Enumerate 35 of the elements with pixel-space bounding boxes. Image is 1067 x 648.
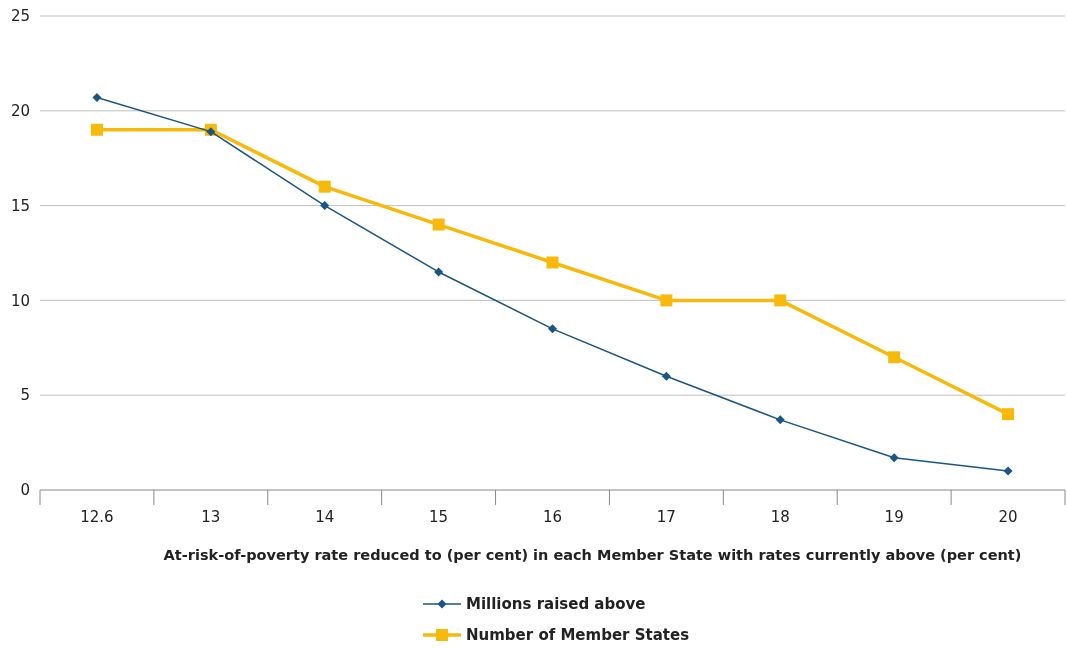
point xyxy=(774,294,787,307)
point xyxy=(434,267,444,277)
point xyxy=(546,256,559,269)
point xyxy=(888,351,901,364)
point xyxy=(432,218,445,231)
x-tick-label: 19 xyxy=(884,508,904,526)
y-tick-label: 0 xyxy=(20,481,30,500)
y-tick-label: 15 xyxy=(10,196,30,215)
point xyxy=(206,127,216,137)
point xyxy=(320,201,330,211)
x-tick-label: 15 xyxy=(429,508,449,526)
point xyxy=(92,93,102,103)
point xyxy=(889,453,899,463)
point xyxy=(90,123,103,136)
legend-label: Millions raised above xyxy=(466,595,646,614)
x-axis-title: At-risk-of-poverty rate reduced to (per cent) in each Member State with rates currently above (per cent) xyxy=(163,547,1022,563)
x-tick-label: 20 xyxy=(998,508,1018,526)
legend-label: Number of Member States xyxy=(466,626,690,645)
x-tick-label: 18 xyxy=(770,508,790,526)
x-tick-label: 13 xyxy=(201,508,221,526)
y-tick-label: 25 xyxy=(10,7,30,26)
x-tick-label: 16 xyxy=(542,508,563,526)
point xyxy=(318,180,331,193)
x-tick-label: 14 xyxy=(315,508,335,526)
y-tick-label: 5 xyxy=(20,386,30,405)
x-tick-label: 12.6 xyxy=(80,508,114,526)
point xyxy=(661,371,671,381)
point xyxy=(548,324,557,334)
y-tick-label: 20 xyxy=(10,102,30,121)
point xyxy=(1002,408,1015,421)
point xyxy=(1003,466,1013,476)
x-tick-label: 17 xyxy=(656,508,676,526)
point xyxy=(775,415,785,425)
y-tick-label: 10 xyxy=(10,291,30,310)
point xyxy=(660,294,673,307)
